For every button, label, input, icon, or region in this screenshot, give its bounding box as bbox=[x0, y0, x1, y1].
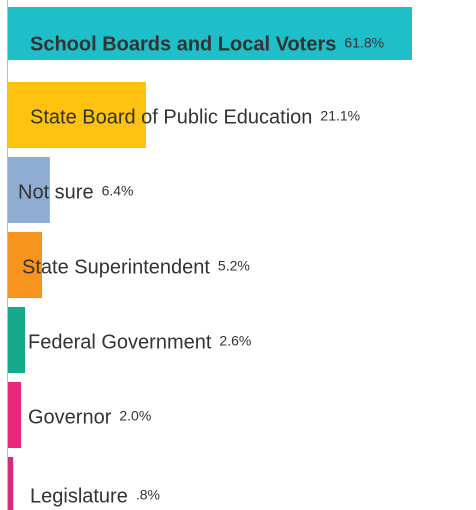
category-label: Legislature bbox=[30, 485, 128, 507]
value-label: 6.4% bbox=[102, 183, 134, 199]
category-label: State Superintendent bbox=[22, 256, 210, 278]
bar bbox=[8, 157, 50, 223]
category-label: State Board of Public Education bbox=[30, 106, 312, 128]
value-label: 61.8% bbox=[344, 35, 384, 51]
value-label: 21.1% bbox=[320, 108, 360, 124]
bar bbox=[8, 232, 42, 298]
category-label: Governor bbox=[28, 406, 112, 428]
value-label: 2.6% bbox=[219, 333, 251, 349]
bar bbox=[8, 457, 14, 510]
value-label: 5.2% bbox=[218, 258, 250, 274]
category-label: Not sure bbox=[18, 181, 94, 203]
category-label: Federal Government bbox=[28, 331, 212, 353]
value-label: 2.0% bbox=[119, 408, 151, 424]
category-label: School Boards and Local Voters bbox=[30, 33, 336, 55]
value-label: .8% bbox=[136, 487, 160, 503]
bar bbox=[8, 382, 22, 448]
bar bbox=[8, 82, 146, 148]
bar bbox=[8, 307, 25, 373]
bar bbox=[8, 7, 412, 60]
